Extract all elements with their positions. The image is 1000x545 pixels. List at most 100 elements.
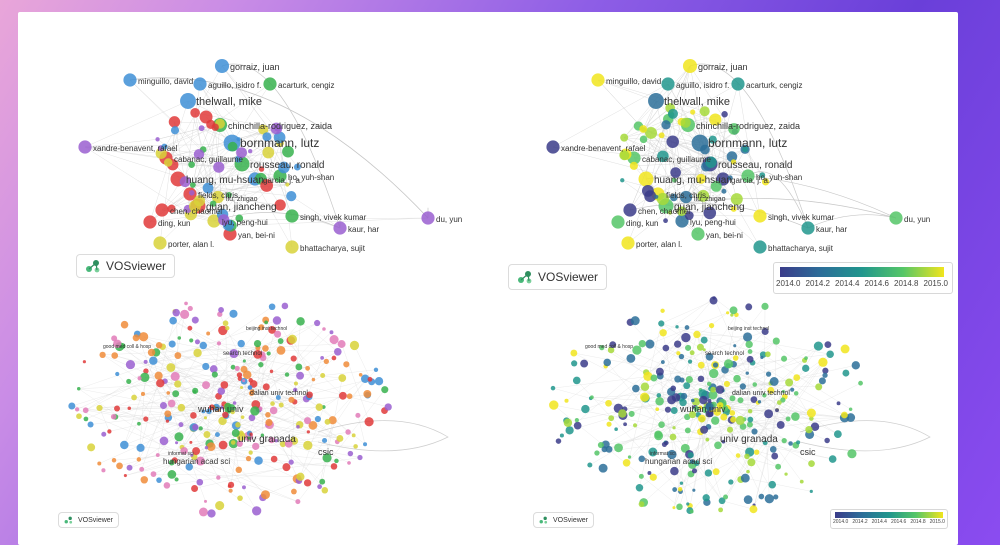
- network-node: [227, 141, 238, 152]
- institution-label: dalian univ technol: [732, 390, 790, 397]
- network-node: [345, 429, 351, 435]
- network-node: [858, 380, 863, 386]
- network-node: [217, 387, 226, 395]
- network-node: [315, 403, 323, 411]
- network-node: [781, 437, 787, 444]
- network-node: [546, 140, 560, 154]
- network-node: [194, 339, 200, 345]
- network-node: [764, 494, 775, 504]
- edge: [254, 320, 278, 411]
- edge: [665, 65, 691, 207]
- network-node: [699, 395, 708, 405]
- edge: [206, 343, 220, 435]
- network-node: [769, 446, 777, 453]
- network-node: [746, 421, 753, 428]
- network-node: [167, 470, 177, 479]
- author-label: xandre-benavent, rafael: [93, 144, 178, 153]
- network-node: [295, 499, 301, 505]
- network-node: [247, 385, 253, 390]
- overlay-scale-ticks: 2014.0 2014.2 2014.4 2014.6 2014.8 2015.…: [776, 279, 948, 288]
- network-node: [580, 359, 589, 368]
- network-canvas[interactable]: gorraiz, juan minguillo, david aguillo, is…: [18, 12, 958, 545]
- network-node: [260, 433, 265, 437]
- network-node: [242, 485, 246, 490]
- network-node: [711, 416, 720, 425]
- network-node: [687, 359, 693, 364]
- network-node: [240, 386, 244, 390]
- network-node: [338, 391, 347, 400]
- network-node: [824, 341, 832, 349]
- network-node: [322, 453, 332, 463]
- network-node: [262, 345, 269, 352]
- network-node: [731, 77, 745, 91]
- edge: [158, 348, 266, 376]
- edge: [77, 409, 298, 502]
- network-node: [603, 358, 612, 367]
- author-label: thelwall, mike: [196, 96, 262, 108]
- network-node: [712, 362, 719, 368]
- network-node: [661, 120, 671, 130]
- network-node: [172, 308, 180, 317]
- network-node: [179, 309, 190, 320]
- network-node: [815, 383, 823, 391]
- edge: [734, 131, 763, 176]
- network-node: [620, 178, 625, 183]
- network-node: [87, 421, 94, 428]
- network-node: [216, 475, 221, 480]
- network-node: [363, 442, 368, 447]
- author-network-overlay-view: gorraiz, juan minguillo, david aguillo, is…: [546, 58, 930, 254]
- network-node: [323, 358, 329, 365]
- author-label: kaur, har: [348, 225, 379, 234]
- vosviewer-label: VOSviewer: [553, 516, 589, 524]
- edge: [649, 310, 734, 345]
- edge: [280, 350, 338, 352]
- network-node: [645, 339, 655, 349]
- network-node: [772, 337, 780, 345]
- network-node: [675, 325, 679, 329]
- network-node: [775, 408, 779, 413]
- network-node: [216, 341, 222, 346]
- author-label: thelwall, mike: [664, 96, 730, 108]
- network-node: [217, 311, 223, 317]
- network-node: [149, 356, 158, 365]
- edge: [639, 395, 660, 488]
- institution-label: hungarian acad sci: [163, 457, 230, 466]
- network-node: [680, 117, 691, 128]
- edge: [174, 460, 298, 502]
- edge: [763, 354, 851, 410]
- network-node: [99, 351, 106, 358]
- author-label: singh, vivek kumar: [300, 213, 367, 222]
- network-node: [570, 349, 578, 357]
- network-node: [670, 193, 678, 202]
- edge: [269, 398, 307, 425]
- network-node: [648, 447, 658, 457]
- network-node: [726, 426, 734, 433]
- network-node: [670, 407, 678, 414]
- network-node: [693, 406, 700, 412]
- edge: [249, 361, 327, 434]
- network-node: [96, 404, 103, 412]
- network-node: [153, 236, 167, 250]
- network-node: [331, 355, 337, 361]
- network-node: [110, 413, 117, 420]
- edge: [723, 340, 777, 391]
- network-node: [254, 456, 263, 465]
- network-node: [726, 151, 738, 162]
- network-node: [608, 415, 615, 422]
- network-node: [648, 93, 664, 109]
- network-node: [357, 454, 363, 461]
- network-node: [275, 394, 281, 400]
- network-node: [140, 391, 146, 397]
- network-node: [337, 340, 346, 348]
- network-node: [214, 58, 230, 74]
- network-node: [343, 361, 350, 368]
- network-node: [705, 352, 714, 361]
- network-node: [222, 320, 229, 327]
- vosviewer-label: VOSviewer: [106, 259, 167, 273]
- network-node: [278, 402, 284, 408]
- edge: [645, 383, 771, 399]
- edge: [673, 401, 697, 508]
- node-layer: [68, 301, 392, 518]
- network-node: [769, 377, 779, 386]
- edge: [243, 381, 314, 426]
